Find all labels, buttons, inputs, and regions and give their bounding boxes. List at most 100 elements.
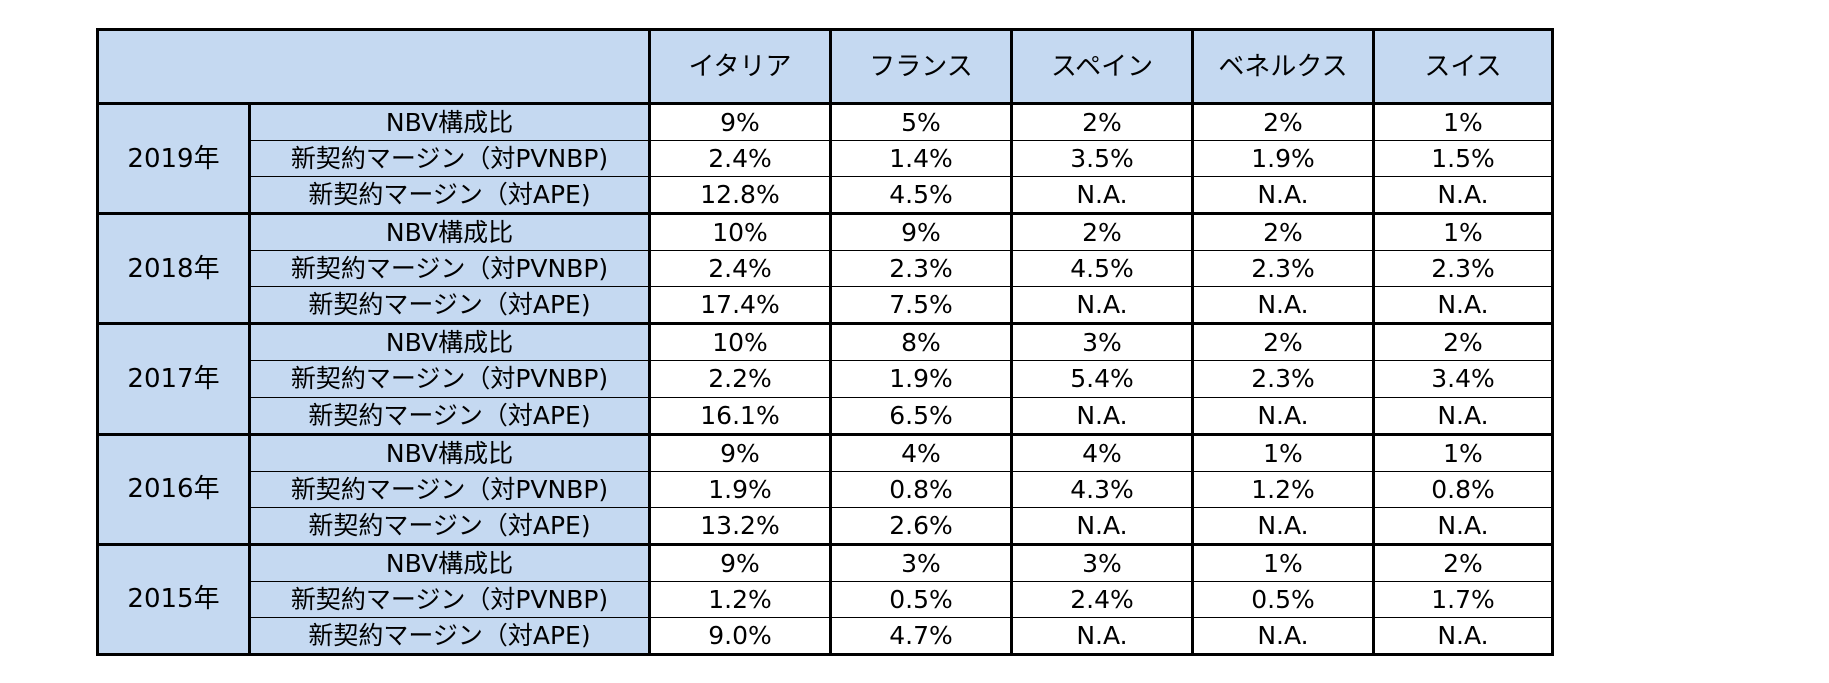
value-cell: 2.4% bbox=[648, 140, 832, 178]
value-cell: 9.0% bbox=[648, 616, 832, 656]
value-cell: N.A. bbox=[1191, 616, 1375, 656]
value-cell: 10% bbox=[648, 212, 832, 252]
table-row: 2015年 NBV構成比 9% 3% 3% 1% 2% bbox=[97, 542, 1554, 656]
metric-margin-ape-label: 新契約マージン（対APE) bbox=[249, 506, 651, 545]
value-cell: N.A. bbox=[1191, 176, 1375, 215]
value-cell: 6.5% bbox=[829, 396, 1013, 435]
value-cell: 9% bbox=[648, 542, 832, 582]
metric-margin-pvnbp-label: 新契約マージン（対PVNBP) bbox=[249, 250, 651, 288]
value-cell: N.A. bbox=[1191, 506, 1375, 545]
value-cell: 4% bbox=[829, 432, 1013, 472]
value-cell: 5.4% bbox=[1010, 360, 1194, 398]
value-cell: 2.4% bbox=[1010, 580, 1194, 618]
value-cell: 1% bbox=[1191, 432, 1375, 472]
value-cell: 0.5% bbox=[829, 580, 1013, 618]
metric-margin-pvnbp-label: 新契約マージン（対PVNBP) bbox=[249, 140, 651, 178]
value-cell: 1.2% bbox=[1191, 470, 1375, 508]
year-label: 2017年 bbox=[97, 322, 251, 435]
table-row: 新契約マージン（対APE) 13.2% 2.6% N.A. N.A. N.A. bbox=[98, 506, 1554, 545]
value-cell: 0.8% bbox=[829, 470, 1013, 508]
table-row: 2018年 NBV構成比 10% 9% 2% 2% 1% bbox=[97, 212, 1554, 325]
header-blank-cell bbox=[97, 29, 651, 105]
metric-nbv-ratio-label: NBV構成比 bbox=[249, 101, 651, 142]
value-cell: 12.8% bbox=[648, 176, 832, 215]
value-cell: 9% bbox=[648, 101, 832, 142]
value-cell: N.A. bbox=[1010, 286, 1194, 325]
value-cell: 2% bbox=[1010, 101, 1194, 142]
value-cell: 1.5% bbox=[1372, 140, 1554, 178]
value-cell: 3.5% bbox=[1010, 140, 1194, 178]
value-cell: 2% bbox=[1191, 101, 1375, 142]
value-cell: 4.3% bbox=[1010, 470, 1194, 508]
value-cell: 1.9% bbox=[648, 470, 832, 508]
metric-margin-pvnbp-label: 新契約マージン（対PVNBP) bbox=[249, 360, 651, 398]
value-cell: 2.2% bbox=[648, 360, 832, 398]
metric-margin-pvnbp-label: 新契約マージン（対PVNBP) bbox=[249, 580, 651, 618]
value-cell: 2% bbox=[1191, 322, 1375, 362]
value-cell: 1.7% bbox=[1372, 580, 1554, 618]
column-header-france: フランス bbox=[829, 29, 1012, 105]
value-cell: 1.4% bbox=[829, 140, 1013, 178]
value-cell: 3% bbox=[829, 542, 1013, 582]
value-cell: 2.3% bbox=[1372, 250, 1554, 288]
value-cell: 4.7% bbox=[829, 616, 1013, 656]
value-cell: 1% bbox=[1191, 542, 1375, 582]
metric-nbv-ratio-label: NBV構成比 bbox=[249, 432, 651, 472]
column-header-switzerland: スイス bbox=[1372, 29, 1553, 105]
value-cell: 4.5% bbox=[829, 176, 1013, 215]
column-header-spain: スペイン bbox=[1010, 29, 1193, 105]
metric-margin-ape-label: 新契約マージン（対APE) bbox=[249, 286, 651, 325]
value-cell: N.A. bbox=[1191, 286, 1375, 325]
value-cell: 1% bbox=[1372, 432, 1554, 472]
table-row: 新契約マージン（対PVNBP) 2.2% 1.9% 5.4% 2.3% 3.4% bbox=[98, 360, 1554, 398]
table-row: 新契約マージン（対APE) 17.4% 7.5% N.A. N.A. N.A. bbox=[98, 286, 1554, 325]
value-cell: N.A. bbox=[1010, 616, 1194, 656]
metric-nbv-ratio-label: NBV構成比 bbox=[249, 212, 651, 252]
value-cell: 2.3% bbox=[1191, 250, 1375, 288]
value-cell: 2.6% bbox=[829, 506, 1013, 545]
table-row: 2017年 NBV構成比 10% 8% 3% 2% 2% bbox=[97, 322, 1554, 435]
metric-margin-ape-label: 新契約マージン（対APE) bbox=[249, 176, 651, 215]
value-cell: N.A. bbox=[1372, 176, 1554, 215]
value-cell: 2.3% bbox=[829, 250, 1013, 288]
table-row: 新契約マージン（対PVNBP) 1.9% 0.8% 4.3% 1.2% 0.8% bbox=[98, 470, 1554, 508]
value-cell: 2% bbox=[1010, 212, 1194, 252]
value-cell: 1% bbox=[1372, 212, 1554, 252]
value-cell: 16.1% bbox=[648, 396, 832, 435]
metric-margin-ape-label: 新契約マージン（対APE) bbox=[249, 396, 651, 435]
value-cell: 3% bbox=[1010, 322, 1194, 362]
year-label: 2019年 bbox=[97, 101, 251, 215]
table-row: 新契約マージン（対APE) 16.1% 6.5% N.A. N.A. N.A. bbox=[98, 396, 1554, 435]
metric-margin-pvnbp-label: 新契約マージン（対PVNBP) bbox=[249, 470, 651, 508]
metric-nbv-ratio-label: NBV構成比 bbox=[249, 542, 651, 582]
year-label: 2015年 bbox=[97, 542, 251, 656]
table-body: 2019年 NBV構成比 9% 5% 2% 2% 1% 新契約マージン（対PVNBP) 2.4%… bbox=[97, 101, 1554, 656]
column-header-italy: イタリア bbox=[648, 29, 831, 105]
table-row: 2016年 NBV構成比 9% 4% 4% 1% 1% bbox=[97, 432, 1554, 545]
value-cell: 4% bbox=[1010, 432, 1194, 472]
table-row: 新契約マージン（対APE) 9.0% 4.7% N.A. N.A. N.A. bbox=[98, 616, 1554, 656]
value-cell: N.A. bbox=[1010, 506, 1194, 545]
year-label: 2016年 bbox=[97, 432, 251, 545]
value-cell: 2% bbox=[1372, 322, 1554, 362]
header-row: イタリア フランス スペイン ベネルクス スイス bbox=[97, 29, 1553, 105]
value-cell: 9% bbox=[829, 212, 1013, 252]
table-row: 新契約マージン（対PVNBP) 2.4% 2.3% 4.5% 2.3% 2.3% bbox=[98, 250, 1554, 288]
value-cell: N.A. bbox=[1372, 286, 1554, 325]
value-cell: N.A. bbox=[1010, 176, 1194, 215]
value-cell: 2.4% bbox=[648, 250, 832, 288]
column-header-benelux: ベネルクス bbox=[1191, 29, 1374, 105]
value-cell: 0.5% bbox=[1191, 580, 1375, 618]
metric-margin-ape-label: 新契約マージン（対APE) bbox=[249, 616, 651, 656]
value-cell: 1.9% bbox=[1191, 140, 1375, 178]
value-cell: 1.2% bbox=[648, 580, 832, 618]
table-header: イタリア フランス スペイン ベネルクス スイス bbox=[97, 29, 1553, 105]
table-row: 新契約マージン（対APE) 12.8% 4.5% N.A. N.A. N.A. bbox=[98, 176, 1554, 215]
table-row: 2019年 NBV構成比 9% 5% 2% 2% 1% bbox=[97, 101, 1554, 215]
value-cell: 17.4% bbox=[648, 286, 832, 325]
metric-nbv-ratio-label: NBV構成比 bbox=[249, 322, 651, 362]
value-cell: 0.8% bbox=[1372, 470, 1554, 508]
table-row: 新契約マージン（対PVNBP) 2.4% 1.4% 3.5% 1.9% 1.5% bbox=[98, 140, 1554, 178]
value-cell: 1.9% bbox=[829, 360, 1013, 398]
value-cell: 3.4% bbox=[1372, 360, 1554, 398]
